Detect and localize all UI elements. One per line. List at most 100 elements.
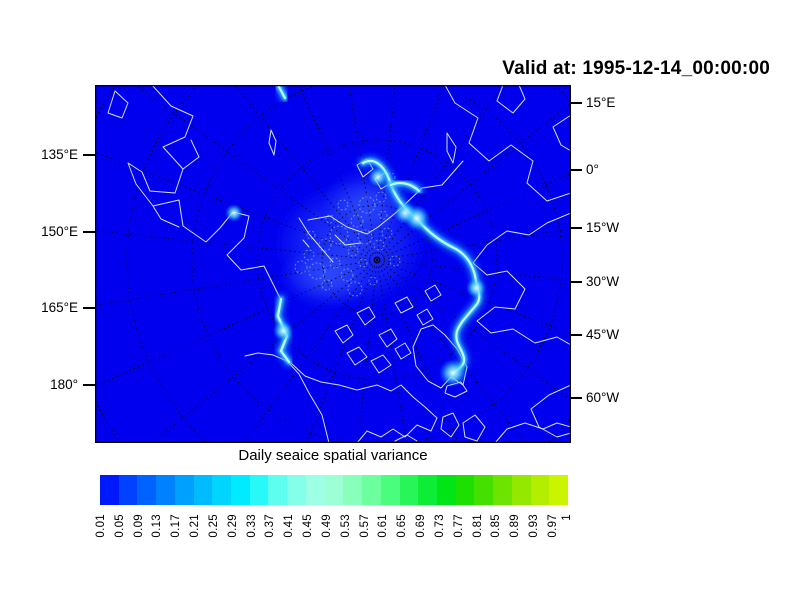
colorbar-segment (156, 475, 166, 505)
colorbar-segment (165, 475, 175, 505)
colorbar-segment (530, 475, 540, 505)
colorbar-segment (296, 475, 306, 505)
colorbar-segment (511, 475, 522, 505)
colorbar-segment (184, 475, 194, 505)
colorbar-segment (502, 475, 512, 505)
colorbar-segment (465, 475, 475, 505)
colorbar-segment (371, 475, 381, 505)
colorbar-caption: Daily seaice spatial variance (238, 447, 428, 464)
axis-tick (570, 102, 582, 104)
colorbar-segment (268, 475, 278, 505)
colorbar-segment (277, 475, 288, 505)
colorbar-segment (249, 475, 260, 505)
axis-tick (570, 227, 582, 229)
colorbar-segment (343, 475, 353, 505)
graticule-grid (95, 85, 571, 443)
colorbar-segment (137, 475, 147, 505)
colorbar-segment (493, 475, 503, 505)
colorbar-tick-label: 0.81 (471, 514, 484, 538)
colorbar-tick-label: 0.69 (415, 514, 428, 538)
right-axis-label: 45°W (586, 327, 620, 342)
colorbar-tick-label: 0.05 (113, 514, 126, 538)
left-axis-label: 150°E (41, 224, 78, 239)
colorbar-segment (399, 475, 409, 505)
colorbar-segment (390, 475, 400, 505)
colorbar-tick-label: 0.85 (490, 514, 503, 538)
left-axis-label: 165°E (41, 300, 78, 315)
colorbar-tick-label: 0.97 (546, 514, 559, 538)
colorbar-segment (436, 475, 447, 505)
colorbar-segment (221, 475, 232, 505)
map-border (95, 85, 571, 443)
colorbar-segment (287, 475, 297, 505)
colorbar-tick-label: 0.93 (528, 514, 541, 538)
colorbar-tick-label: 0.25 (207, 514, 220, 538)
colorbar-segment (305, 475, 316, 505)
colorbar-segment (418, 475, 428, 505)
colorbar-segment (408, 475, 419, 505)
colorbar-segment (118, 475, 129, 505)
colorbar-tick-label: 0.73 (433, 514, 446, 538)
axis-tick (83, 231, 95, 233)
right-axis-label: 30°W (586, 274, 620, 289)
map-canvas (95, 85, 571, 443)
axis-tick (570, 169, 582, 171)
colorbar-segment (212, 475, 222, 505)
colorbar-tick-label: 0.53 (339, 514, 352, 538)
colorbar-segment (109, 475, 119, 505)
colorbar-tick-label: 0.61 (377, 514, 390, 538)
colorbar-tick-label: 0.77 (452, 514, 465, 538)
colorbar-segment (128, 475, 138, 505)
colorbar-segment (380, 475, 391, 505)
colorbar-segment (193, 475, 203, 505)
north-pole-mark (375, 258, 379, 262)
colorbar-tick-label: 0.41 (283, 514, 296, 538)
colorbar-tick-label: 0.49 (320, 514, 333, 538)
colorbar-tick-label: 0.89 (509, 514, 522, 538)
colorbar-tick-label: 0.57 (358, 514, 371, 538)
right-axis-label: 60°W (586, 390, 620, 405)
colorbar-segment (240, 475, 250, 505)
left-axis-label: 135°E (41, 147, 78, 162)
right-axis-label: 15°W (586, 220, 620, 235)
colorbar-segment (324, 475, 334, 505)
colorbar-segment (539, 475, 550, 505)
colorbar-segment (333, 475, 344, 505)
colorbar-segment (474, 475, 484, 505)
colorbar-segment (202, 475, 213, 505)
colorbar-tick-label: 0.29 (226, 514, 239, 538)
left-axis-label: 180° (50, 377, 78, 392)
colorbar-tick-label: 1 (561, 514, 573, 521)
colorbar-segment (362, 475, 372, 505)
colorbar-tick-label: 0.37 (264, 514, 277, 538)
colorbar-segment (146, 475, 157, 505)
colorbar (100, 475, 568, 505)
colorbar-segment (483, 475, 494, 505)
colorbar-segment (427, 475, 437, 505)
axis-tick (570, 334, 582, 336)
colorbar-tick-label: 0.45 (302, 514, 315, 538)
colorbar-segment (231, 475, 241, 505)
axis-tick (83, 154, 95, 156)
colorbar-segment (549, 475, 559, 505)
colorbar-segment (455, 475, 466, 505)
axis-tick (570, 281, 582, 283)
map-panel (95, 85, 571, 443)
colorbar-segment (558, 475, 568, 505)
right-axis-label: 15°E (586, 95, 616, 110)
ice-variance-blobs (225, 167, 486, 387)
colorbar-tick-label: 0.01 (95, 514, 107, 538)
colorbar-tick-label: 0.17 (170, 514, 183, 538)
colorbar-segment (174, 475, 185, 505)
coastlines (107, 85, 571, 443)
right-axis-label: 0° (586, 162, 599, 177)
colorbar-tick-label: 0.65 (396, 514, 409, 538)
axis-tick (570, 397, 582, 399)
colorbar-tick-label: 0.09 (132, 514, 145, 538)
colorbar-segment (259, 475, 269, 505)
colorbar-segment (352, 475, 363, 505)
colorbar-segment (315, 475, 325, 505)
colorbar-tick-label: 0.33 (245, 514, 258, 538)
plot-title: Valid at: 1995-12-14_00:00:00 (502, 58, 770, 79)
